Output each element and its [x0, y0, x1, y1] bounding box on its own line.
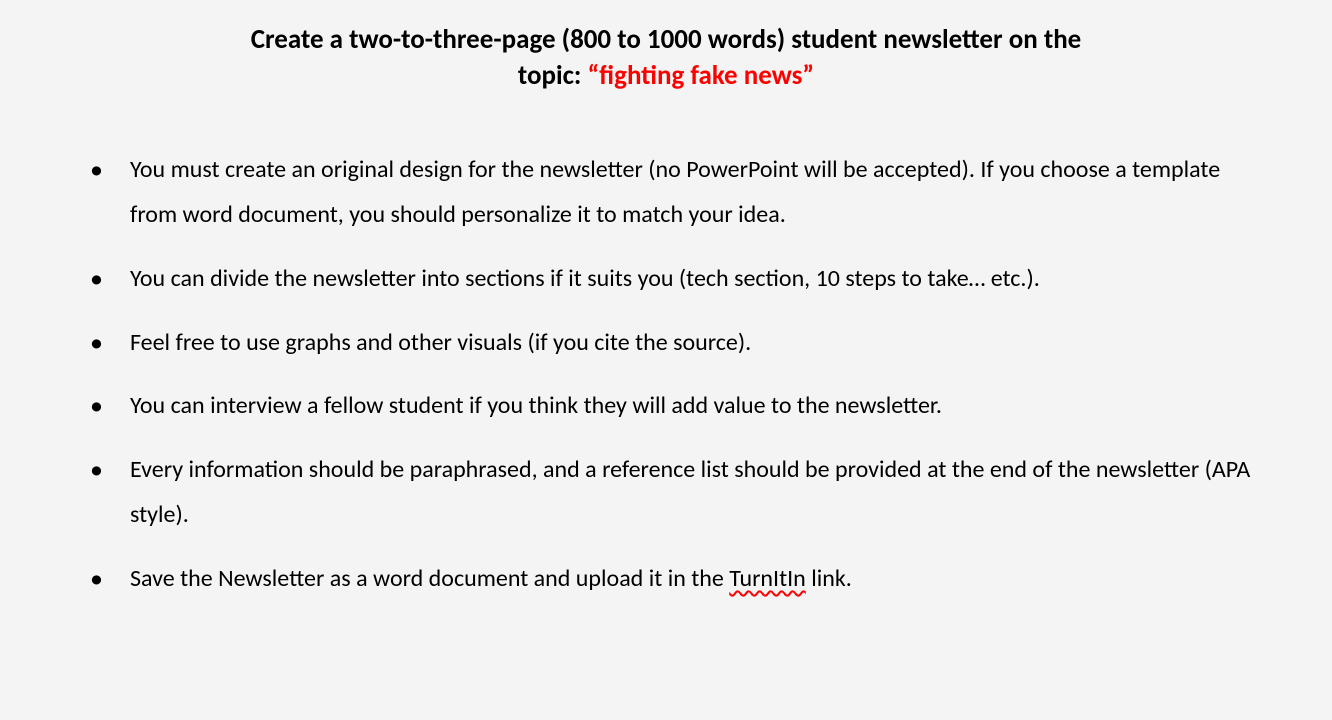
bullet-text: You can divide the newsletter into secti…: [130, 264, 1040, 293]
list-item: Every information should be paraphrased,…: [80, 447, 1252, 538]
spellcheck-word: TurnItIn: [729, 564, 806, 593]
bullet-list: You must create an original design for t…: [80, 147, 1252, 602]
bullet-text: You must create an original design for t…: [130, 155, 1220, 230]
bullet-text: Every information should be paraphrased,…: [130, 455, 1250, 530]
heading-line1: Create a two-to-three-page (800 to 1000 …: [251, 23, 1082, 56]
list-item: Save the Newsletter as a word document a…: [80, 556, 1252, 602]
bullet-text: Feel free to use graphs and other visual…: [130, 328, 751, 357]
heading-topic: “fighting fake news”: [587, 59, 814, 92]
list-item: You must create an original design for t…: [80, 147, 1252, 238]
bullet-text: You can interview a fellow student if yo…: [130, 391, 942, 420]
list-item: You can interview a fellow student if yo…: [80, 383, 1252, 429]
assignment-heading: Create a two-to-three-page (800 to 1000 …: [80, 22, 1252, 95]
bullet-text-after: link.: [806, 564, 852, 593]
list-item: You can divide the newsletter into secti…: [80, 256, 1252, 302]
list-item: Feel free to use graphs and other visual…: [80, 320, 1252, 366]
heading-line2-prefix: topic:: [518, 59, 588, 92]
bullet-text-before: Save the Newsletter as a word document a…: [130, 564, 729, 593]
